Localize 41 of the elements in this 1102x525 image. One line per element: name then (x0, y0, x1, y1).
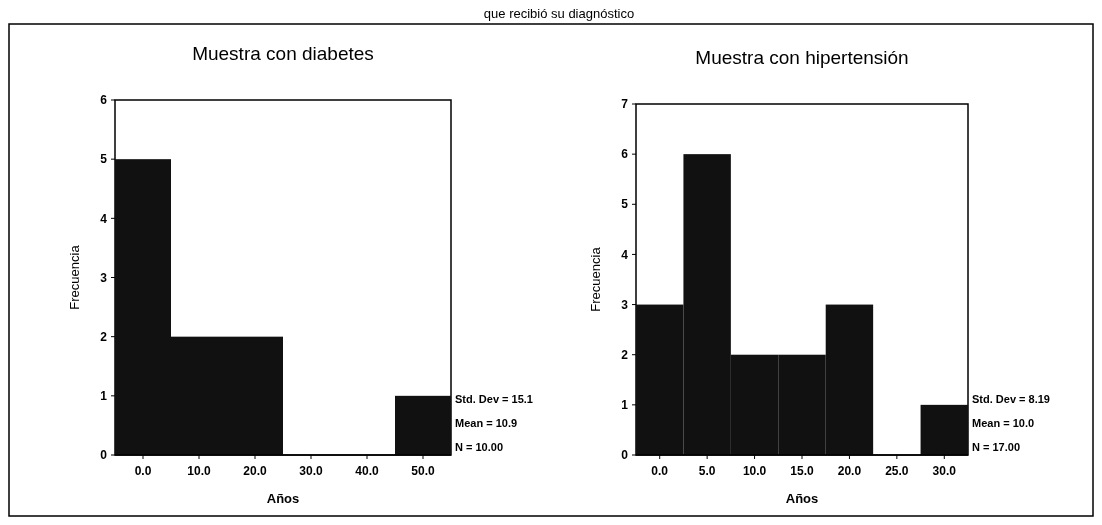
text: Mean = 10.0 (972, 417, 1035, 429)
y-axis-title: Frecuencia (588, 246, 603, 312)
y-tick-label: 6 (621, 147, 629, 162)
y-tick-label: 2 (100, 329, 108, 344)
x-axis-title: Años (266, 491, 300, 506)
x-tick-label: 30.0 (932, 464, 957, 478)
chart-title: Muestra con hipertensión (695, 47, 909, 68)
text: Mean = 10.9 (455, 417, 518, 429)
x-tick-label: 15.0 (790, 464, 814, 478)
y-axis-title: Frecuencia (67, 244, 82, 310)
x-tick-label: 50.0 (411, 464, 435, 478)
x-tick-label: 20.0 (837, 464, 862, 478)
y-tick-label: 3 (100, 270, 108, 285)
text: que recibió su diagnóstico (483, 6, 635, 21)
y-tick-label: 5 (100, 152, 108, 167)
x-tick-label: 40.0 (355, 464, 379, 478)
text: Std. Dev = 15.1 (455, 393, 533, 405)
text: N = 17.00 (972, 441, 1021, 453)
x-tick-label: 5.0 (698, 464, 716, 478)
text: Std. Dev = 8.19 (972, 393, 1050, 405)
y-tick-label: 5 (621, 197, 629, 212)
y-tick-label: 0 (100, 448, 108, 463)
text: N = 10.00 (455, 441, 504, 453)
x-tick-label: 10.0 (187, 464, 211, 478)
y-tick-label: 6 (100, 93, 108, 108)
y-tick-label: 4 (100, 211, 108, 226)
y-tick-label: 1 (621, 398, 629, 413)
x-tick-label: 0.0 (134, 464, 152, 478)
y-tick-label: 0 (621, 448, 629, 463)
x-tick-label: 10.0 (742, 464, 767, 478)
x-tick-label: 0.0 (651, 464, 669, 478)
x-tick-label: 30.0 (299, 464, 323, 478)
y-tick-label: 2 (621, 347, 629, 362)
x-tick-label: 25.0 (885, 464, 909, 478)
y-tick-label: 7 (621, 97, 629, 112)
chart-title: Muestra con diabetes (192, 43, 374, 64)
y-tick-label: 3 (621, 297, 629, 312)
y-tick-label: 4 (621, 247, 629, 262)
x-tick-label: 20.0 (243, 464, 267, 478)
x-axis-title: Años (785, 491, 819, 506)
y-tick-label: 1 (100, 389, 108, 404)
